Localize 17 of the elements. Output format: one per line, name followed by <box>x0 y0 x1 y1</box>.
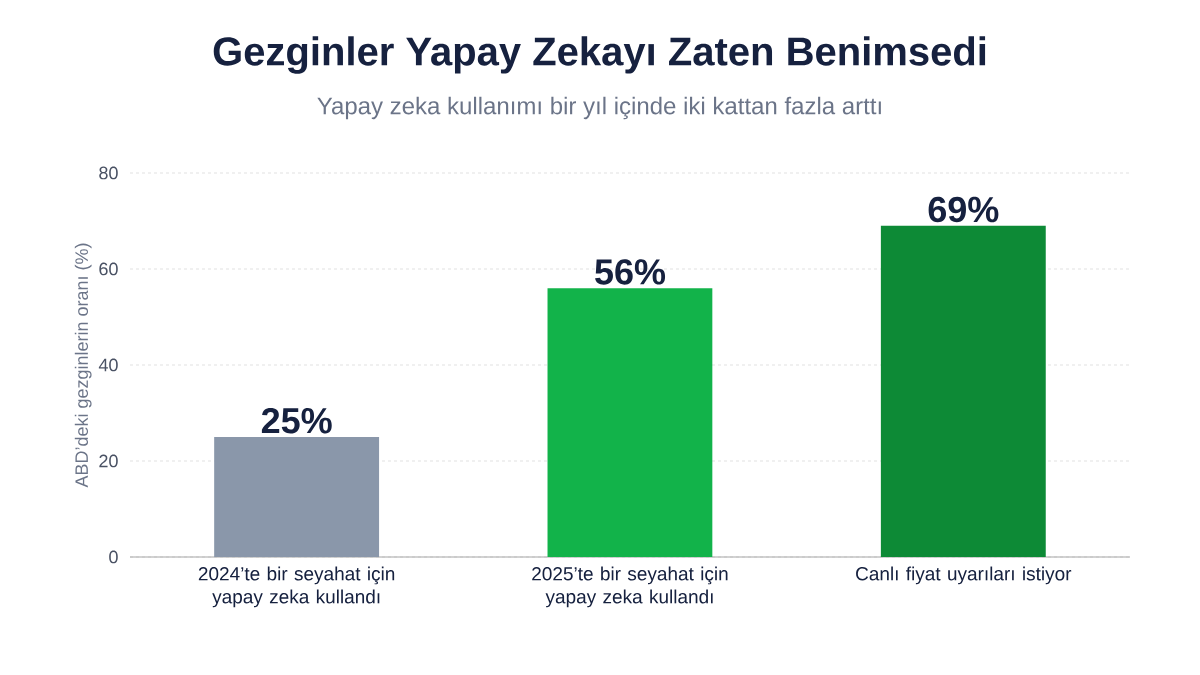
bar <box>880 225 1046 557</box>
y-tick-label: 60 <box>99 262 118 276</box>
x-tick-label: 2024’te bir seyahat için yapay zeka kullandı <box>198 566 395 608</box>
chart-subtitle: Yapay zeka kullanımı bir yıl içinde iki kattan fazla arttı <box>317 96 881 120</box>
chart-title: Gezginler Yapay Zekayı Zaten Benimsedi <box>213 36 986 74</box>
x-tick-label: 2025’te bir seyahat için yapay zeka kullandı <box>532 566 728 608</box>
y-tick-label: 40 <box>98 358 118 372</box>
bar <box>214 437 380 557</box>
y-axis-title: ABD’deki gezginlerin oranı (%) <box>74 243 92 488</box>
y-tick-label: 0 <box>109 550 118 564</box>
y-tick-label: 20 <box>99 454 118 468</box>
x-tick-label: Canlı fiyat uyarıları istiyor <box>856 566 1072 585</box>
data-label: 69% <box>928 196 999 223</box>
y-tick-label: 80 <box>99 166 118 180</box>
bar <box>547 288 713 557</box>
data-label: 25% <box>261 407 332 434</box>
data-label: 56% <box>595 259 666 285</box>
